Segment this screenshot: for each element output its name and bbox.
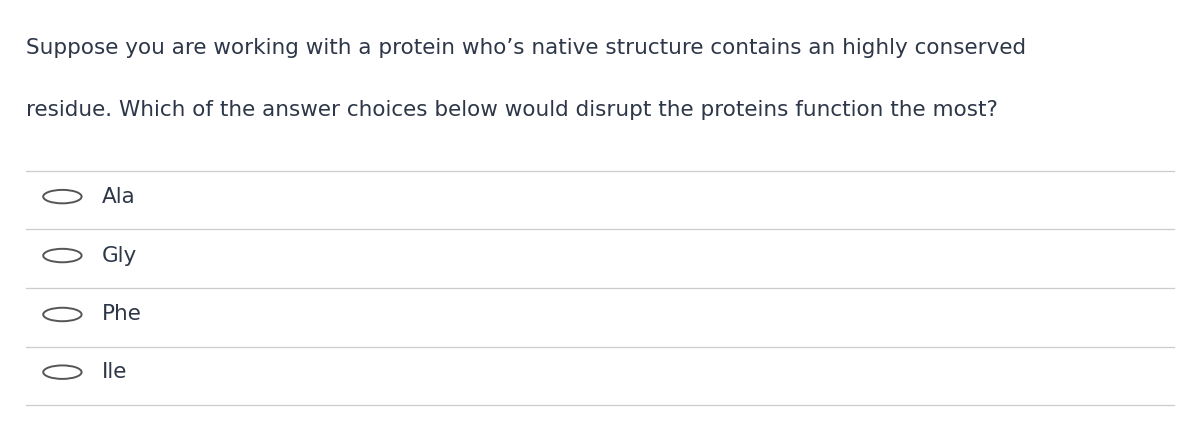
Text: Phe: Phe (102, 304, 142, 325)
Text: residue. Which of the answer choices below would disrupt the proteins function t: residue. Which of the answer choices bel… (26, 100, 998, 120)
Text: Suppose you are working with a protein who’s native structure contains an highly: Suppose you are working with a protein w… (26, 38, 1033, 58)
Text: Ile: Ile (102, 362, 127, 382)
Text: Gly: Gly (102, 245, 137, 266)
Text: Ala: Ala (102, 187, 136, 207)
